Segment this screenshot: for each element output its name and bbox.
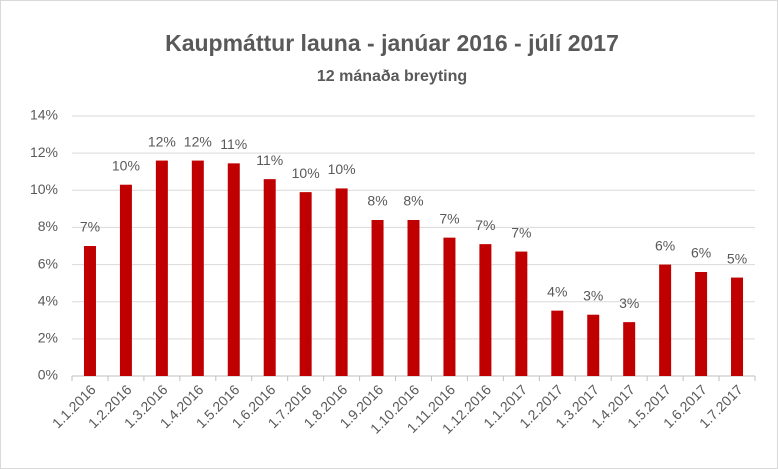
y-tick-label: 8%: [38, 218, 58, 234]
bar: [227, 163, 240, 376]
y-tick-label: 4%: [38, 292, 58, 308]
data-label: 7%: [475, 217, 495, 233]
data-label: 7%: [511, 224, 531, 240]
bar: [695, 272, 708, 376]
bar: [119, 184, 132, 376]
y-tick-label: 12%: [30, 144, 58, 160]
y-tick-label: 10%: [30, 181, 58, 197]
data-label: 10%: [292, 165, 320, 181]
data-label: 8%: [367, 193, 387, 209]
data-label: 7%: [80, 219, 100, 235]
data-label: 11%: [256, 152, 283, 168]
chart-subtitle: 12 mánaða breyting: [317, 68, 467, 85]
chart-title: Kaupmáttur launa - janúar 2016 - júlí 20…: [165, 30, 619, 56]
data-label: 12%: [184, 133, 212, 149]
bar: [263, 179, 276, 376]
y-tick-label: 6%: [38, 255, 58, 271]
bar: [443, 237, 456, 376]
bar: [299, 192, 312, 376]
bar: [335, 188, 348, 376]
bar: [407, 220, 420, 376]
bar: [659, 264, 672, 376]
bar: [371, 220, 384, 376]
data-label: 7%: [439, 210, 459, 226]
bar: [623, 322, 636, 376]
data-label: 6%: [655, 237, 675, 253]
bar: [83, 246, 96, 376]
bar: [515, 251, 528, 376]
bar: [587, 314, 600, 376]
data-label: 10%: [112, 157, 140, 173]
y-tick-label: 2%: [38, 330, 58, 346]
data-label: 10%: [328, 161, 356, 177]
data-label: 3%: [583, 287, 603, 303]
data-label: 11%: [220, 136, 247, 152]
data-label: 5%: [727, 250, 747, 266]
data-label: 12%: [148, 133, 176, 149]
data-label: 6%: [691, 245, 711, 261]
bar: [731, 277, 744, 376]
data-label: 3%: [619, 295, 639, 311]
y-tick-label: 0%: [38, 367, 58, 383]
bar: [155, 160, 168, 376]
y-tick-label: 14%: [30, 107, 58, 123]
bar: [479, 244, 492, 376]
bar: [551, 310, 564, 376]
data-label: 4%: [547, 283, 567, 299]
data-label: 8%: [403, 193, 423, 209]
bar: [191, 160, 204, 376]
